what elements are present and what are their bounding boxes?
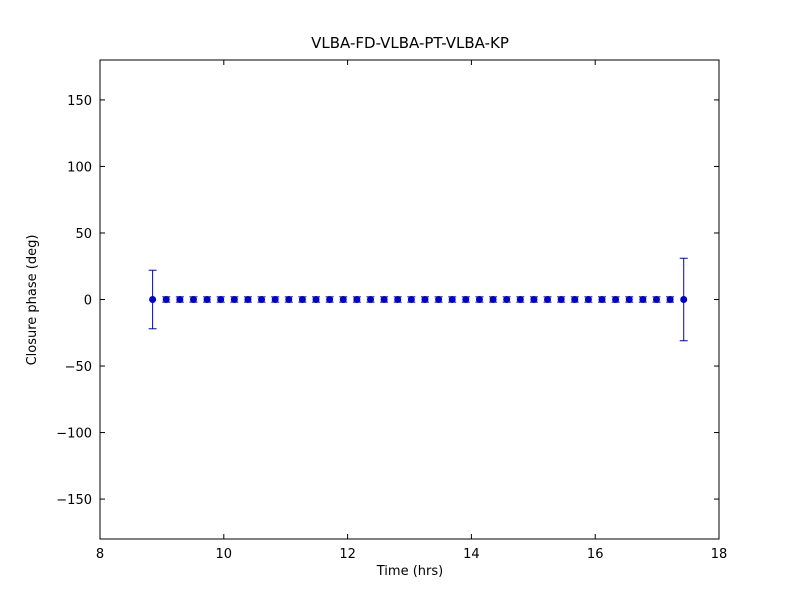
data-point-marker — [652, 296, 660, 303]
data-point-marker — [258, 296, 266, 303]
data-point-marker — [353, 296, 361, 303]
data-point-marker — [176, 296, 184, 303]
data-point-marker — [557, 296, 565, 303]
data-point-marker — [162, 296, 170, 303]
y-tick-label: 0 — [84, 294, 92, 309]
x-tick-label: 18 — [711, 547, 728, 562]
y-tick-label: −50 — [65, 360, 92, 375]
x-tick-label: 10 — [216, 547, 233, 562]
data-point-marker — [489, 296, 497, 303]
data-point-marker — [435, 296, 443, 303]
y-tick-label: 100 — [67, 160, 92, 175]
data-point-marker — [271, 296, 279, 303]
data-point-marker — [680, 296, 688, 303]
y-tick-label: −150 — [56, 493, 92, 508]
data-point-marker — [625, 296, 633, 303]
data-point-marker — [285, 296, 293, 303]
data-point-marker — [217, 296, 225, 303]
data-point-marker — [394, 296, 402, 303]
data-point-marker — [639, 296, 647, 303]
data-point-marker — [530, 296, 538, 303]
data-point-marker — [516, 296, 524, 303]
x-tick-label: 8 — [96, 547, 104, 562]
data-point-marker — [448, 296, 456, 303]
data-point-marker — [475, 296, 483, 303]
x-tick-label: 12 — [339, 547, 356, 562]
data-point-marker — [598, 296, 606, 303]
data-point-marker — [149, 296, 157, 303]
plot-area: 8 10 12 14 16 18 −150 −100 −50 0 50 100 150 — [56, 59, 728, 562]
data-point-marker — [203, 296, 211, 303]
data-point-marker — [407, 296, 415, 303]
y-tick-label: 50 — [75, 227, 92, 242]
chart-title: VLBA-FD-VLBA-PT-VLBA-KP — [311, 34, 509, 52]
data-point-marker — [298, 296, 306, 303]
data-point-marker — [612, 296, 620, 303]
data-point-marker — [189, 296, 197, 303]
data-point-marker — [421, 296, 429, 303]
data-point-marker — [380, 296, 388, 303]
x-axis-label: Time (hrs) — [376, 564, 443, 579]
x-tick-label: 16 — [587, 547, 604, 562]
data-point-marker — [462, 296, 470, 303]
y-axis-label: Closure phase (deg) — [25, 235, 40, 366]
data-point-marker — [367, 296, 375, 303]
x-tick-label: 14 — [463, 547, 480, 562]
y-tick-label: 150 — [67, 94, 92, 109]
data-point-marker — [666, 296, 674, 303]
data-point-marker — [326, 296, 334, 303]
data-point-marker — [544, 296, 552, 303]
data-point-marker — [571, 296, 579, 303]
data-point-marker — [339, 296, 347, 303]
y-tick-label: −100 — [56, 427, 92, 442]
data-point-marker — [244, 296, 252, 303]
data-point-marker — [312, 296, 320, 303]
data-point-marker — [503, 296, 511, 303]
data-point-marker — [230, 296, 238, 303]
data-point-marker — [584, 296, 592, 303]
